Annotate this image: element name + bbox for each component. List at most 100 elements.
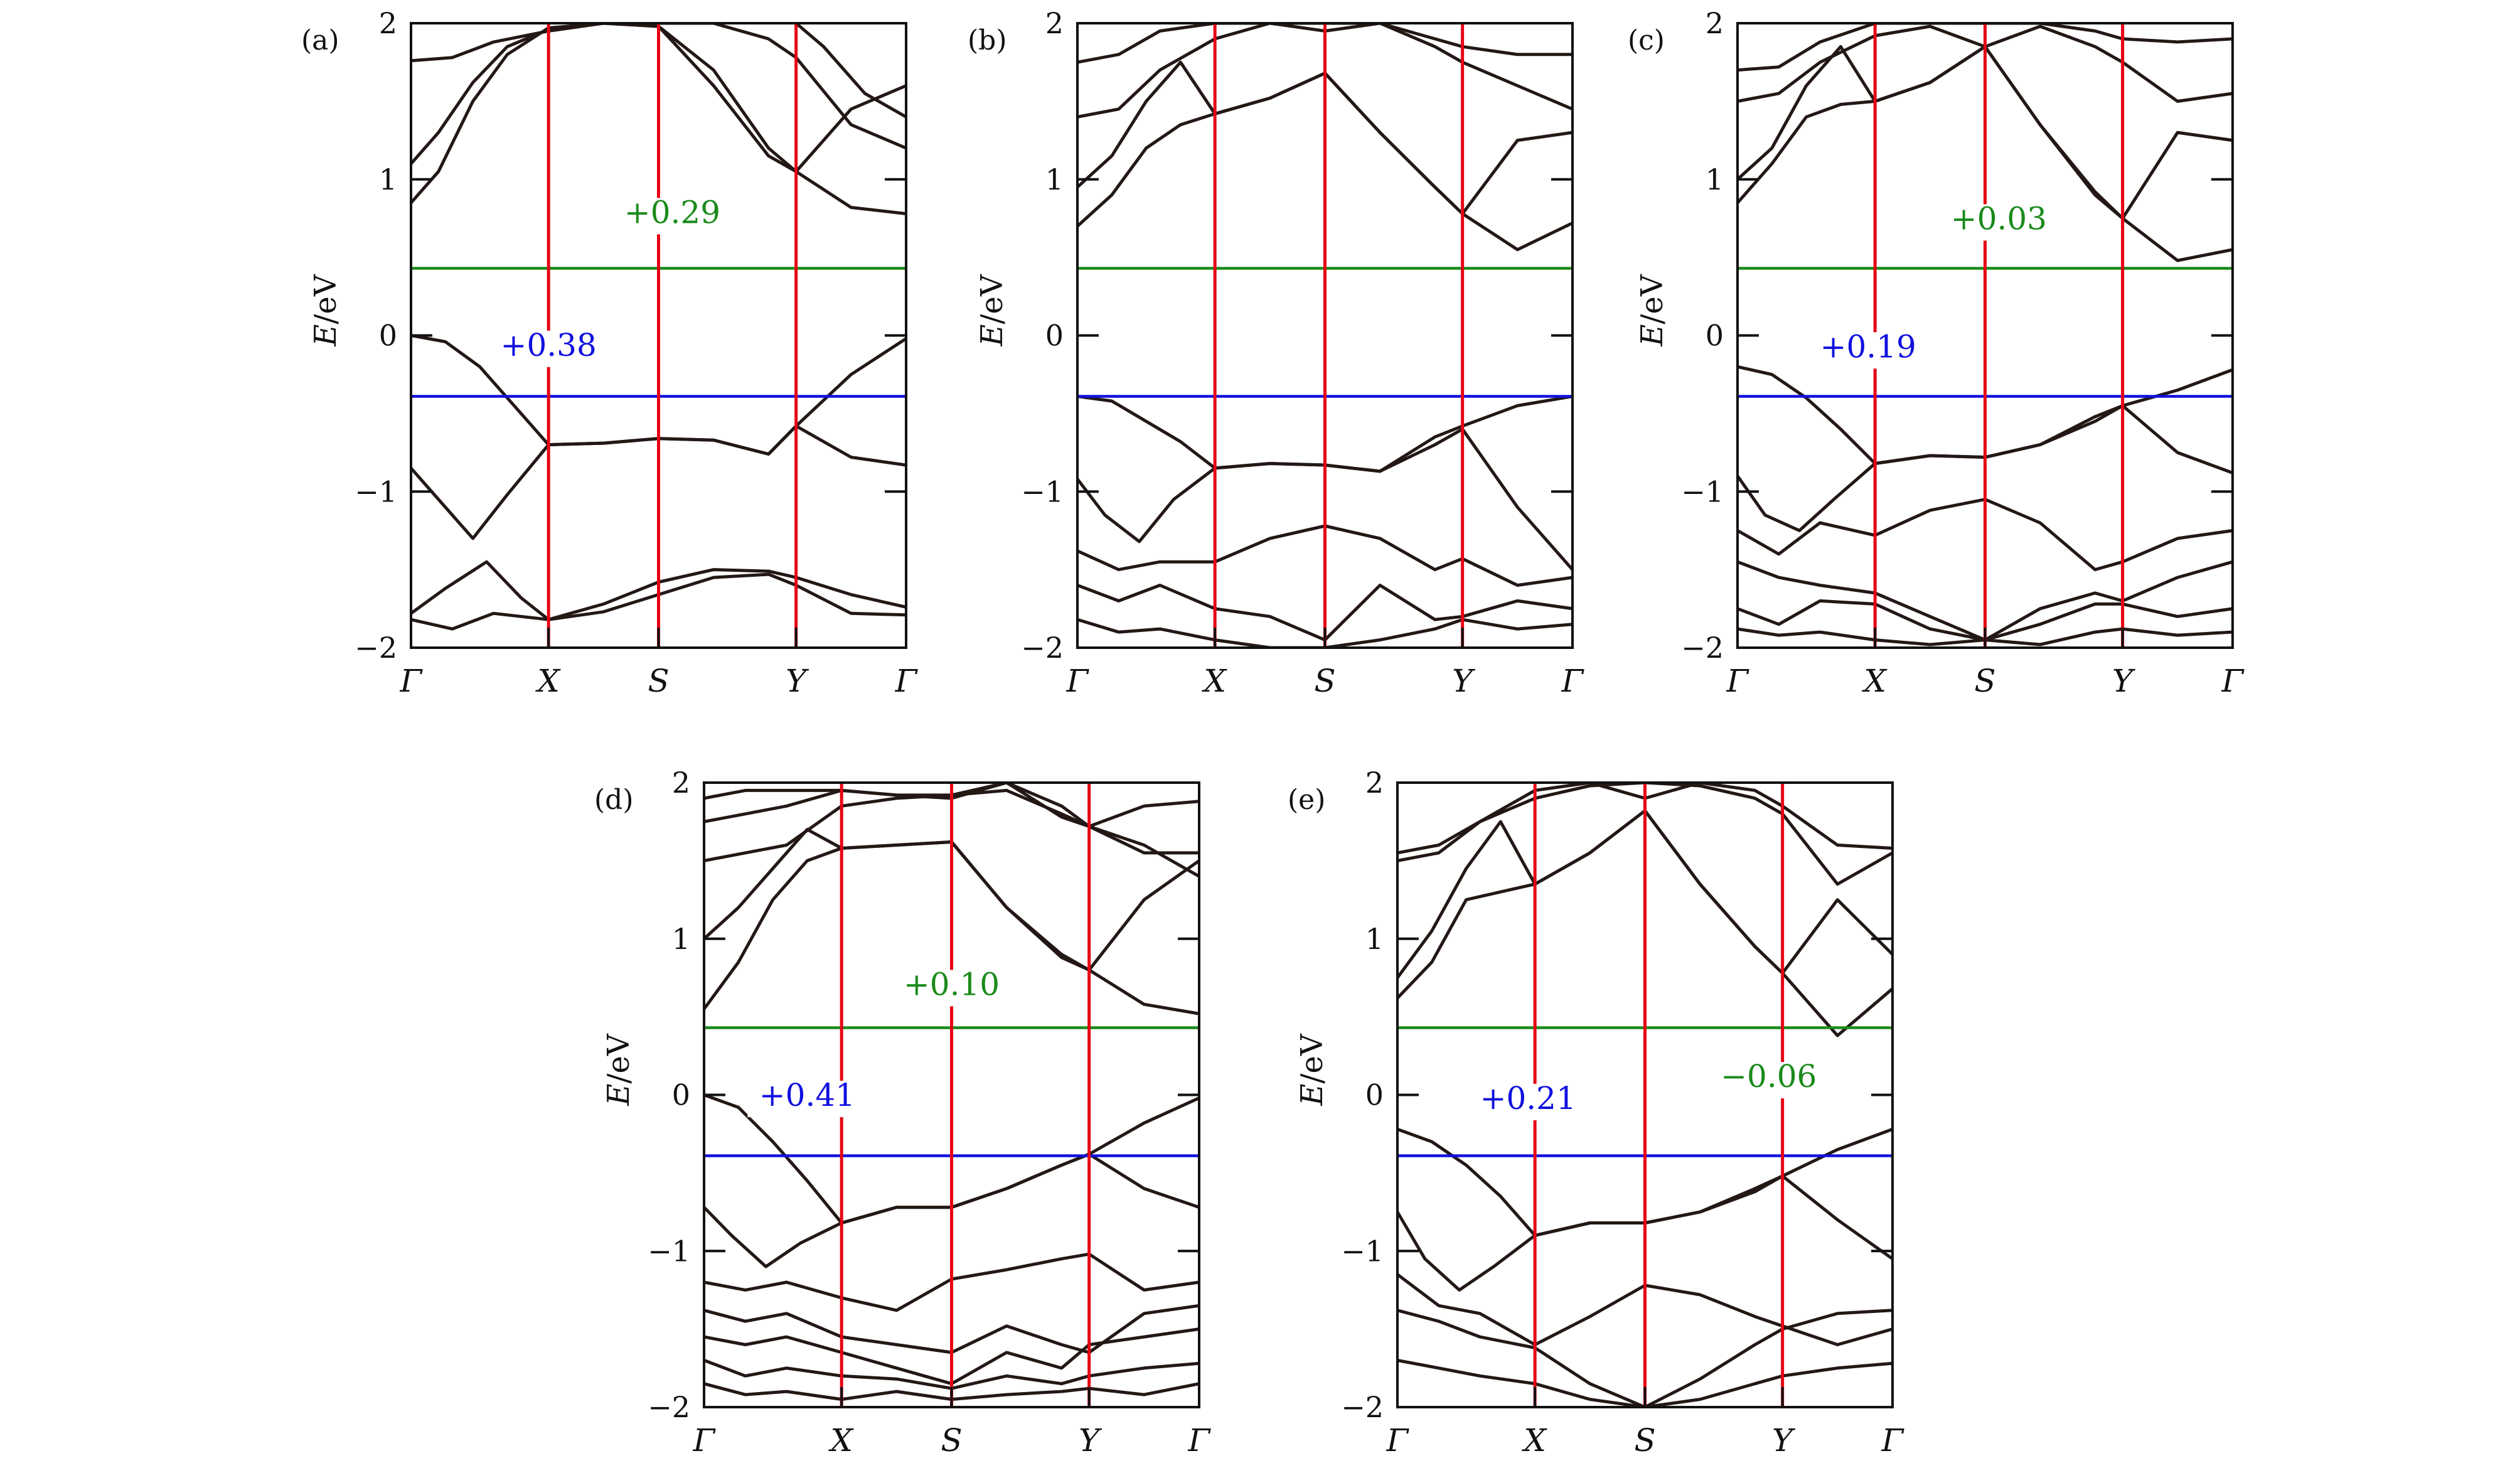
annotation-backing (747, 1080, 867, 1117)
band-panel-5: +0.21 −0.06 −2 −1 0 1 2 Γ X S Y Γ E/eV (e) (1288, 766, 1905, 1459)
kpoint-label: Γ (1386, 1422, 1410, 1459)
y-tick-label: 0 (379, 319, 397, 353)
y-tick-label: −1 (648, 1234, 690, 1268)
band-line-2 (411, 424, 906, 540)
gap-shift-annotation: +0.21 (1480, 1080, 1576, 1117)
annotation-backing (489, 330, 609, 367)
y-axis-unit: /eV (308, 274, 343, 324)
annotation-backing (1709, 1062, 1829, 1099)
plot-area (704, 783, 1199, 1407)
band-line-8 (1738, 45, 2233, 220)
band-line-8 (794, 23, 906, 119)
y-tick-label: 0 (1045, 319, 1064, 353)
y-tick-label: 0 (672, 1078, 690, 1112)
band-line-7 (1397, 809, 1893, 980)
kpoint-label: Γ (1561, 663, 1585, 699)
kpoint-label: Y (1772, 1422, 1795, 1459)
panel-label: (a) (301, 24, 339, 56)
kpoint-label: X (1201, 663, 1227, 699)
band-line-5 (1077, 618, 1572, 648)
band-line-5 (1397, 1358, 1893, 1407)
kpoint-label: X (828, 1422, 854, 1459)
y-tick-label: −1 (1341, 1234, 1384, 1268)
kpoint-label: S (1314, 663, 1335, 699)
gap-shift-annotation: +0.19 (1820, 328, 1916, 365)
plot-area (1077, 23, 1572, 648)
band-panel-4: +0.10 +0.41 −2 −1 0 1 2 Γ X S Y Γ E/eV (d) (594, 766, 1212, 1459)
band-line-8 (1077, 23, 1572, 119)
band-line-4 (1397, 1309, 1893, 1407)
y-axis-title: E/eV (1635, 274, 1670, 347)
kpoint-label: S (941, 1422, 962, 1459)
y-axis-symbol: E (974, 324, 1010, 347)
y-axis-unit: /eV (1635, 274, 1670, 324)
y-axis-title: E/eV (974, 274, 1010, 347)
kpoint-label: S (1634, 1422, 1655, 1459)
y-tick-label: −1 (1681, 474, 1724, 508)
y-tick-label: −1 (355, 474, 397, 508)
y-tick-label: 0 (1706, 319, 1724, 353)
kpoint-label: Y (2112, 663, 2135, 699)
y-tick-label: 2 (1365, 766, 1384, 800)
y-axis-symbol: E (601, 1084, 636, 1106)
y-axis-symbol: E (1295, 1084, 1330, 1106)
kpoint-label: Γ (1066, 663, 1090, 699)
y-tick-label: 0 (1365, 1078, 1384, 1112)
gap-shift-annotation: +0.38 (501, 327, 597, 363)
y-tick-label: −2 (1021, 631, 1064, 665)
band-line-8 (1397, 783, 1893, 886)
gap-shift-annotation: +0.41 (759, 1077, 855, 1113)
annotation-backing (1808, 332, 1928, 369)
kpoint-label: Γ (1188, 1422, 1212, 1459)
y-axis-unit: /eV (601, 1033, 636, 1084)
band-line-3 (411, 560, 906, 621)
kpoint-label: Γ (2221, 663, 2245, 699)
annotation-backing (892, 970, 1012, 1007)
band-line-10 (1738, 23, 2233, 72)
gap-shift-annotation: +0.29 (624, 194, 720, 230)
y-tick-label: 1 (379, 163, 397, 196)
kpoint-label: X (535, 663, 561, 699)
kpoint-label: Γ (1726, 663, 1750, 699)
y-tick-label: 2 (1045, 6, 1064, 40)
band-line-9 (704, 828, 1199, 972)
y-tick-label: −2 (1681, 631, 1724, 665)
panel-label: (e) (1288, 784, 1325, 816)
y-axis-unit: /eV (1295, 1033, 1330, 1084)
kpoint-label: Y (786, 663, 809, 699)
panel-label: (d) (594, 784, 634, 816)
kpoint-label: X (1521, 1422, 1547, 1459)
y-tick-label: −2 (1341, 1390, 1384, 1424)
band-line-7 (1077, 60, 1572, 215)
band-line-2 (704, 1152, 1199, 1268)
band-panel-3: +0.03 +0.19 −2 −1 0 1 2 Γ X S Y Γ E/eV (c) (1628, 6, 2245, 699)
gap-shift-annotation: −0.06 (1721, 1058, 1817, 1095)
y-tick-label: 1 (1706, 163, 1724, 196)
y-axis-title: E/eV (308, 274, 343, 347)
kpoint-label: Y (1452, 663, 1475, 699)
annotation-backing (612, 198, 732, 235)
y-tick-label: −1 (1021, 474, 1064, 508)
band-line-2 (1077, 427, 1572, 572)
annotation-backing (1939, 204, 2059, 241)
y-axis-symbol: E (1635, 324, 1670, 347)
band-panel-1: +0.29 +0.38 −2 −1 0 1 2 Γ X S Y Γ E/eV (a) (301, 6, 919, 699)
band-line-2 (1397, 1174, 1893, 1292)
y-tick-label: 1 (1365, 922, 1384, 956)
kpoint-label: Γ (400, 663, 424, 699)
y-tick-label: 2 (1706, 6, 1724, 40)
annotation-backing (1468, 1083, 1588, 1120)
y-tick-label: −2 (648, 1390, 690, 1424)
y-tick-label: −2 (355, 631, 397, 665)
y-axis-title: E/eV (1295, 1033, 1330, 1106)
y-tick-label: 1 (1045, 163, 1064, 196)
y-tick-label: 2 (672, 766, 690, 800)
gap-shift-annotation: +0.10 (904, 966, 1000, 1002)
kpoint-label: S (1974, 663, 1995, 699)
y-axis-symbol: E (308, 324, 343, 347)
band-line-2 (1738, 404, 2233, 532)
band-panel-2: −2 −1 0 1 2 Γ X S Y Γ E/eV (b) (968, 6, 1585, 699)
y-axis-unit: /eV (974, 274, 1010, 324)
kpoint-label: X (1861, 663, 1887, 699)
